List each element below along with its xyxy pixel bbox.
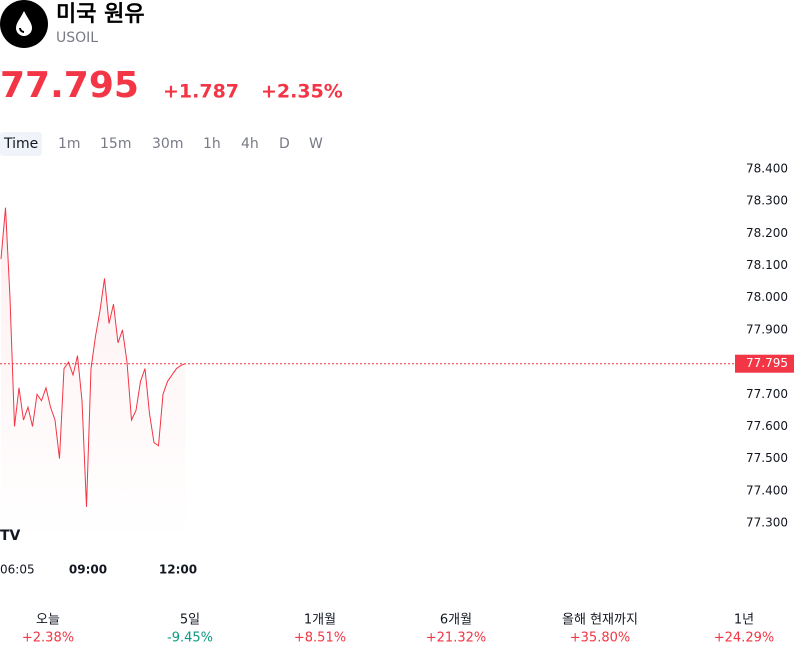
last-price-badge xyxy=(735,354,794,373)
last-price-label: 77.795 xyxy=(746,356,788,370)
period-label: 1개월 xyxy=(304,613,336,628)
period-label: 오늘 xyxy=(36,613,60,628)
area-fill xyxy=(1,207,186,540)
timeframe-tab[interactable]: W xyxy=(309,136,323,152)
x-tick-label: 06:05 xyxy=(0,563,35,577)
y-tick-label: 78.400 xyxy=(746,161,788,175)
y-tick-label: 77.300 xyxy=(746,516,788,530)
change-percent: +2.35% xyxy=(261,81,343,103)
y-tick-label: 77.500 xyxy=(746,451,788,465)
timeframe-tab[interactable]: 15m xyxy=(100,136,131,152)
period-value: +24.29% xyxy=(714,631,774,646)
period-value: +35.80% xyxy=(570,631,630,646)
title: 미국 원유 xyxy=(56,2,145,27)
period-label: 6개월 xyxy=(440,613,472,628)
period-value: -9.45% xyxy=(167,631,213,646)
timeframe-tab[interactable]: D xyxy=(279,136,290,152)
period-value: +8.51% xyxy=(294,631,346,646)
x-tick-label: 09:00 xyxy=(69,563,107,577)
y-tick-label: 78.100 xyxy=(746,258,788,272)
y-tick-label: 77.400 xyxy=(746,483,788,497)
y-tick-label: 78.000 xyxy=(746,290,788,304)
timeframe-tab[interactable]: 1h xyxy=(203,136,221,152)
y-tick-label: 77.700 xyxy=(746,387,788,401)
y-tick-label: 77.600 xyxy=(746,419,788,433)
y-tick-label: 77.900 xyxy=(746,322,788,336)
period-label: 1년 xyxy=(734,613,754,628)
timeframe-tab[interactable]: Time xyxy=(3,136,38,152)
price: 77.795 xyxy=(0,65,139,106)
active-tab xyxy=(0,132,42,156)
period-value: +2.38% xyxy=(22,631,74,646)
timeframe-tab[interactable]: 4h xyxy=(241,136,259,152)
symbol: USOIL xyxy=(56,30,98,46)
period-label: 올해 현재까지 xyxy=(562,613,638,628)
drop-shine xyxy=(19,27,25,33)
x-tick-label: 12:00 xyxy=(159,563,197,577)
change: +1.787 xyxy=(163,81,239,103)
y-tick-label: 78.200 xyxy=(746,226,788,240)
price-line xyxy=(0,207,186,507)
timeframe-tab[interactable]: 30m xyxy=(152,136,183,152)
period-value: +21.32% xyxy=(426,631,486,646)
y-tick-label: 78.300 xyxy=(746,194,788,208)
timeframe-tab[interactable]: 1m xyxy=(58,136,81,152)
period-label: 5일 xyxy=(180,613,200,628)
